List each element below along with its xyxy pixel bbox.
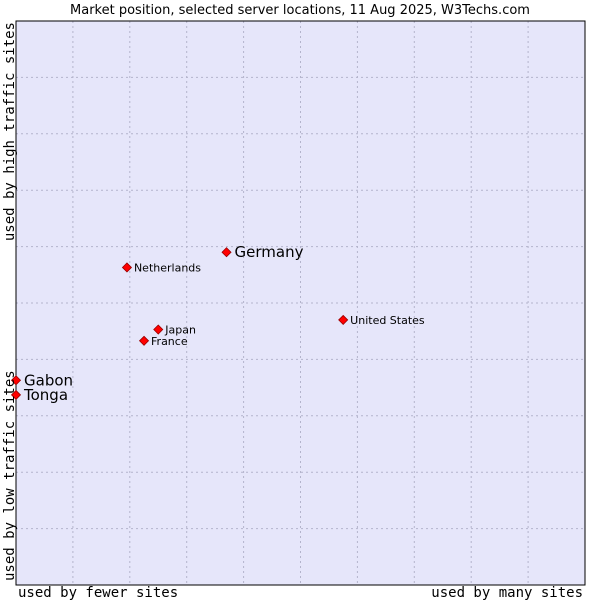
- plot-frame: [15, 20, 586, 586]
- point-label-gabon: Gabon: [24, 371, 73, 389]
- point-marker-tonga: [10, 389, 22, 400]
- point-marker-gabon: [10, 375, 22, 386]
- point-marker-japan: [153, 324, 164, 335]
- x-axis-label-low: used by fewer sites: [18, 585, 178, 600]
- point-label-netherlands: Netherlands: [134, 261, 201, 274]
- point-label-france: France: [151, 335, 188, 348]
- point-label-germany: Germany: [235, 243, 304, 261]
- plot-layer: Germany Netherlands United States JapanFran…: [10, 20, 586, 586]
- point-marker-netherlands: [121, 262, 133, 273]
- point-label-united-states: United States: [350, 314, 425, 327]
- y-axis-label-high: used by high traffic sites: [2, 22, 18, 241]
- point-marker-germany: [221, 247, 232, 258]
- x-axis-label-high: used by many sites: [431, 585, 583, 600]
- y-axis-label-low: used by low traffic sites: [2, 370, 18, 581]
- point-marker-france: [138, 335, 150, 346]
- point-label-tonga: Tonga: [23, 386, 68, 404]
- point-marker-united-states: [338, 314, 349, 325]
- point-label-japan: Japan: [164, 324, 196, 337]
- chart-title: Market position, selected server locatio…: [70, 3, 530, 18]
